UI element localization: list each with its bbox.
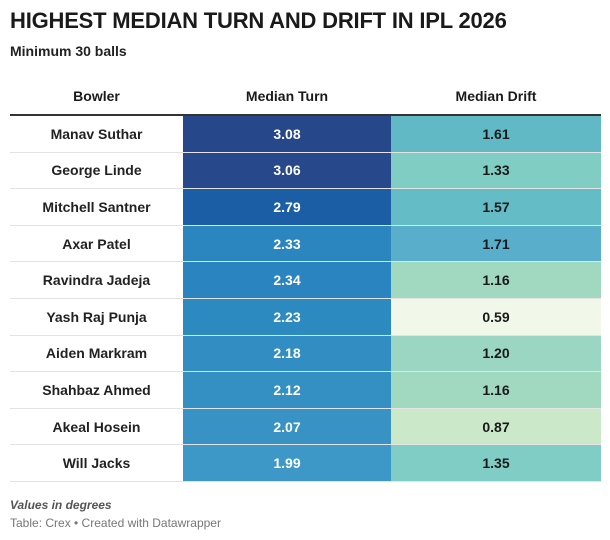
data-table: Bowler Median Turn Median Drift Manav Su… <box>10 78 601 482</box>
bowler-cell: Akeal Hosein <box>10 408 183 446</box>
median-drift-cell: 1.71 <box>391 225 601 263</box>
median-turn-cell: 2.18 <box>183 335 391 373</box>
median-turn-cell: 3.08 <box>183 115 391 153</box>
table-row: Shahbaz Ahmed 2.12 1.16 <box>10 371 601 409</box>
median-drift-cell: 1.20 <box>391 335 601 373</box>
source-credit: Table: Crex • Created with Datawrapper <box>10 516 221 530</box>
median-drift-cell: 1.16 <box>391 261 601 299</box>
bowler-cell: Yash Raj Punja <box>10 298 183 336</box>
median-turn-cell: 2.79 <box>183 188 391 226</box>
median-drift-cell: 1.35 <box>391 444 601 482</box>
bowler-cell: Ravindra Jadeja <box>10 261 183 299</box>
median-drift-cell: 0.87 <box>391 408 601 446</box>
bowler-cell: Aiden Markram <box>10 335 183 373</box>
median-turn-cell: 2.23 <box>183 298 391 336</box>
bowler-cell: Will Jacks <box>10 444 183 482</box>
bowler-cell: Manav Suthar <box>10 115 183 153</box>
median-drift-cell: 1.57 <box>391 188 601 226</box>
column-header-median-drift[interactable]: Median Drift <box>391 78 601 116</box>
median-turn-cell: 2.33 <box>183 225 391 263</box>
header-row: Bowler Median Turn Median Drift <box>10 78 601 116</box>
table-row: Mitchell Santner 2.79 1.57 <box>10 188 601 226</box>
column-header-bowler[interactable]: Bowler <box>10 78 183 116</box>
bowler-cell: Axar Patel <box>10 225 183 263</box>
median-drift-cell: 0.59 <box>391 298 601 336</box>
chart-title: HIGHEST MEDIAN TURN AND DRIFT IN IPL 202… <box>10 8 507 33</box>
bowler-cell: Shahbaz Ahmed <box>10 371 183 409</box>
median-turn-cell: 2.12 <box>183 371 391 409</box>
median-drift-cell: 1.33 <box>391 152 601 190</box>
median-turn-cell: 1.99 <box>183 444 391 482</box>
median-drift-cell: 1.16 <box>391 371 601 409</box>
median-turn-cell: 2.07 <box>183 408 391 446</box>
table-row: Ravindra Jadeja 2.34 1.16 <box>10 261 601 299</box>
table-row: Yash Raj Punja 2.23 0.59 <box>10 298 601 336</box>
table-row: Manav Suthar 3.08 1.61 <box>10 115 601 153</box>
table-row: Will Jacks 1.99 1.35 <box>10 444 601 482</box>
table-row: Aiden Markram 2.18 1.20 <box>10 335 601 373</box>
bowler-cell: George Linde <box>10 152 183 190</box>
bowler-cell: Mitchell Santner <box>10 188 183 226</box>
median-drift-cell: 1.61 <box>391 115 601 153</box>
column-header-median-turn[interactable]: Median Turn <box>183 78 391 116</box>
footnote: Values in degrees <box>10 498 112 512</box>
chart-subtitle: Minimum 30 balls <box>10 43 127 59</box>
median-turn-cell: 3.06 <box>183 152 391 190</box>
median-turn-cell: 2.34 <box>183 261 391 299</box>
table-row: Akeal Hosein 2.07 0.87 <box>10 408 601 446</box>
table-body: Manav Suthar 3.08 1.61 George Linde 3.06 1.33… <box>10 115 601 482</box>
table-row: Axar Patel 2.33 1.71 <box>10 225 601 263</box>
table-row: George Linde 3.06 1.33 <box>10 152 601 190</box>
